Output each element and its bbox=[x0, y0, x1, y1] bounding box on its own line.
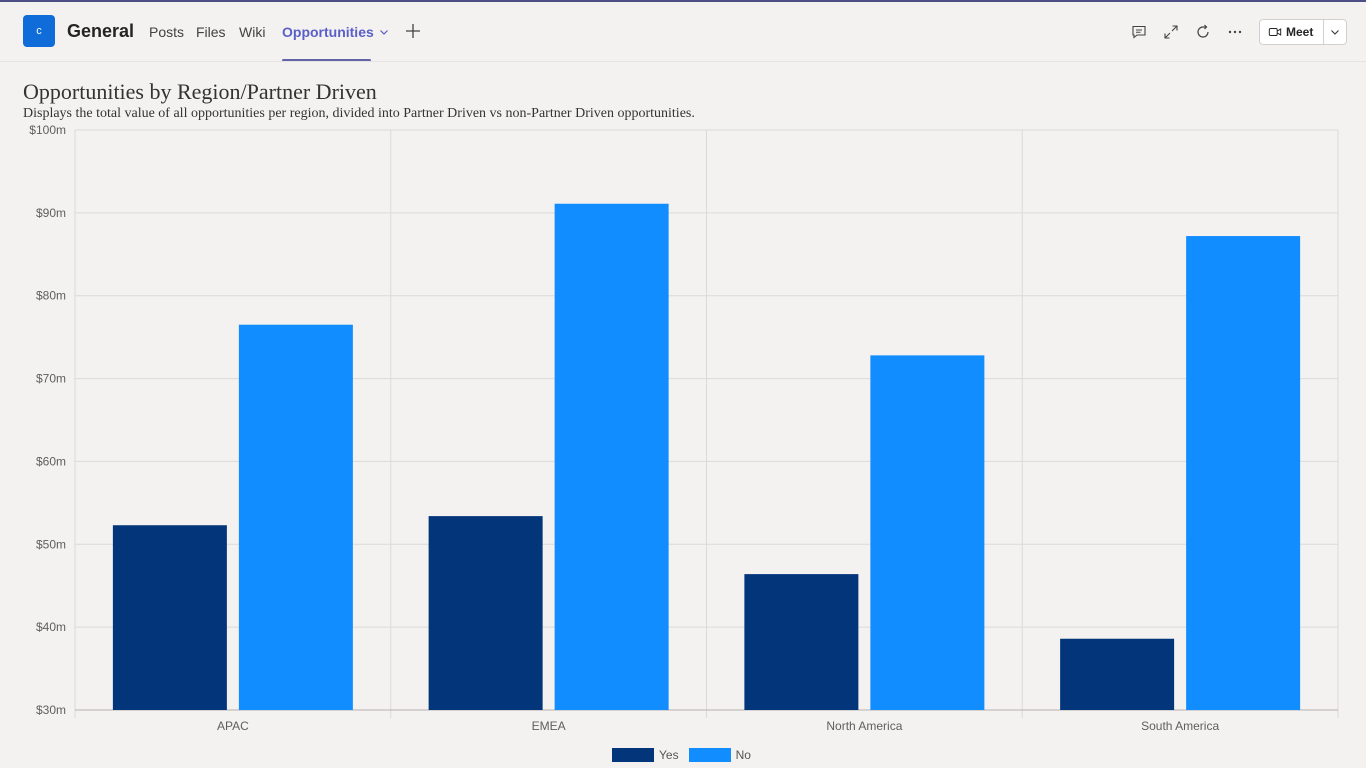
legend-label: Yes bbox=[659, 748, 679, 762]
header-divider bbox=[0, 61, 1366, 62]
bar-yes-north-america[interactable] bbox=[744, 574, 859, 710]
bar-no-emea[interactable] bbox=[554, 203, 669, 710]
tab-files[interactable]: Files bbox=[196, 24, 226, 40]
channel-header: c General Posts Files Wiki Opportunities… bbox=[0, 2, 1366, 62]
bar-yes-apac[interactable] bbox=[112, 525, 227, 710]
add-tab-icon[interactable] bbox=[405, 19, 421, 45]
report-subtitle: Displays the total value of all opportun… bbox=[23, 106, 695, 121]
meet-split-button: Meet bbox=[1259, 19, 1347, 45]
legend-item-yes[interactable]: Yes bbox=[612, 748, 679, 762]
legend-swatch bbox=[612, 748, 654, 762]
tab-posts[interactable]: Posts bbox=[149, 24, 185, 40]
y-tick-label: $60m bbox=[36, 454, 66, 468]
chart-legend: Yes No bbox=[612, 748, 751, 762]
y-tick-label: $100m bbox=[29, 123, 66, 137]
legend-swatch bbox=[688, 748, 731, 762]
active-tab-indicator bbox=[282, 59, 371, 62]
opportunities-bar-chart: $30m $40m $50m $60m $70m $80m $90m $100m APAC EME… bbox=[29, 123, 1339, 733]
x-category-label: EMEA bbox=[532, 719, 566, 733]
video-camera-icon bbox=[1268, 28, 1282, 36]
chevron-down-icon bbox=[379, 24, 389, 40]
meet-separator bbox=[1323, 20, 1324, 44]
y-tick-label: $80m bbox=[36, 289, 66, 303]
refresh-icon[interactable] bbox=[1194, 23, 1212, 41]
y-tick-label: $30m bbox=[36, 703, 66, 717]
tab-opportunities-label: Opportunities bbox=[282, 24, 374, 40]
team-avatar[interactable]: c bbox=[23, 15, 55, 47]
expand-icon[interactable] bbox=[1162, 23, 1180, 41]
bar-yes-emea[interactable] bbox=[428, 516, 543, 710]
tab-wiki[interactable]: Wiki bbox=[239, 24, 266, 40]
y-tick-label: $70m bbox=[36, 372, 66, 386]
meet-button[interactable]: Meet bbox=[1260, 20, 1323, 44]
bar-yes-south-america[interactable] bbox=[1060, 638, 1175, 710]
meet-dropdown-button[interactable] bbox=[1324, 27, 1346, 37]
bar-no-apac[interactable] bbox=[238, 324, 353, 710]
legend-label: No bbox=[735, 748, 751, 762]
x-category-label: South America bbox=[1141, 719, 1219, 733]
chevron-down-icon bbox=[1331, 30, 1339, 35]
conversation-icon[interactable] bbox=[1130, 23, 1148, 41]
report-title: Opportunities by Region/Partner Driven bbox=[23, 79, 377, 104]
meet-label: Meet bbox=[1286, 25, 1314, 39]
top-accent-line bbox=[0, 0, 1366, 2]
y-tick-label: $40m bbox=[36, 620, 66, 634]
bar-no-north-america[interactable] bbox=[870, 355, 985, 710]
bar-no-south-america[interactable] bbox=[1186, 236, 1301, 711]
x-category-label: APAC bbox=[217, 719, 249, 733]
legend-item-no[interactable]: No bbox=[688, 748, 751, 762]
y-tick-label: $90m bbox=[36, 206, 66, 220]
y-tick-label: $50m bbox=[36, 537, 66, 551]
channel-name: General bbox=[67, 21, 135, 41]
tab-opportunities[interactable]: Opportunities bbox=[282, 24, 389, 40]
x-category-label: North America bbox=[826, 719, 902, 733]
more-icon[interactable] bbox=[1226, 23, 1244, 41]
